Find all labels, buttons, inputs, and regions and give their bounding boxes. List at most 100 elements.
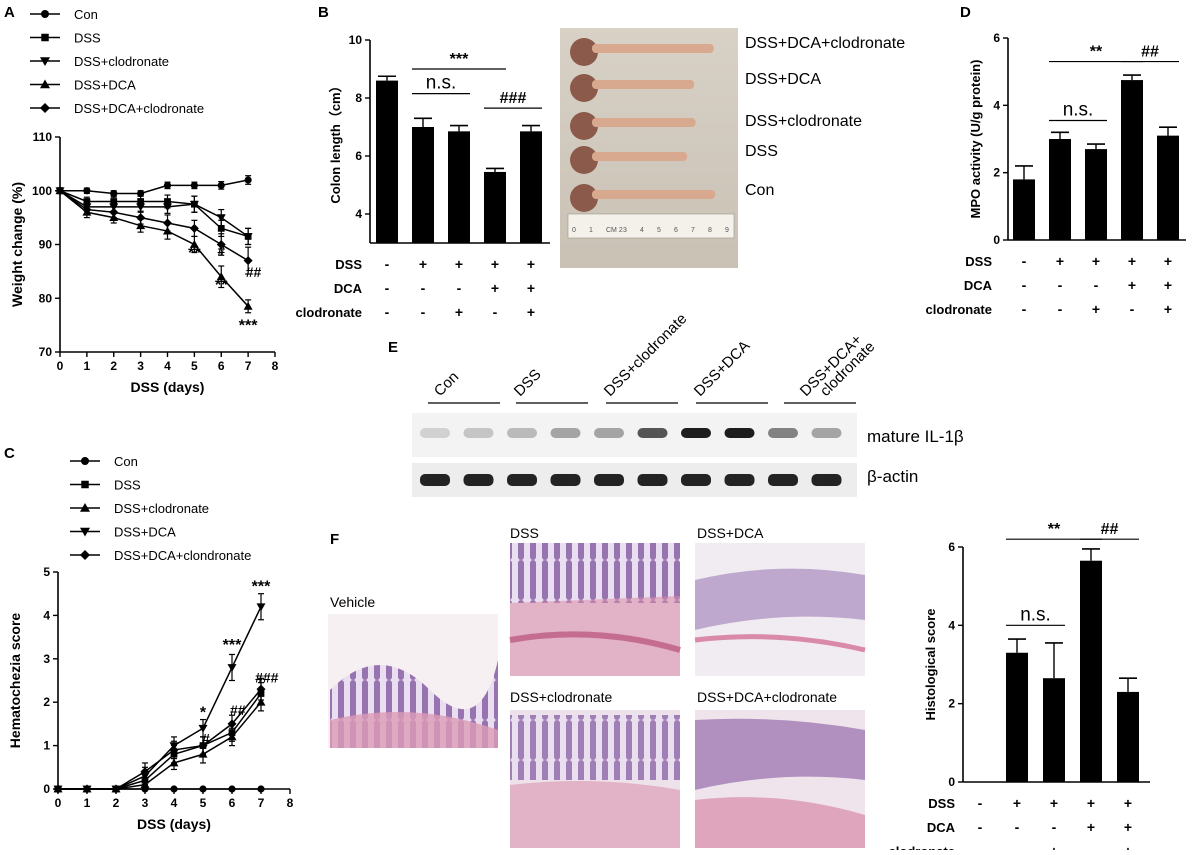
blot-group-label: DSS+DCA bbox=[691, 337, 753, 399]
treatment-sign: - bbox=[1058, 301, 1063, 317]
significance-label: ** bbox=[1048, 521, 1061, 538]
treatment-label-dca: DCA bbox=[964, 278, 993, 293]
treatment-sign: + bbox=[527, 256, 535, 272]
cecum bbox=[570, 74, 598, 102]
colon-tube bbox=[592, 118, 696, 127]
histology-label-dss-clodronate: DSS+clodronate bbox=[510, 689, 613, 705]
data-point bbox=[243, 301, 253, 310]
band-actin bbox=[724, 474, 755, 486]
histology-dss: DSS bbox=[509, 525, 681, 676]
x-tick-label: 5 bbox=[191, 359, 198, 373]
legend-label: DSS+clodronate bbox=[114, 501, 209, 516]
panel-letter-a: A bbox=[4, 4, 15, 21]
y-tick-label: 90 bbox=[39, 238, 53, 252]
y-tick-label: 5 bbox=[43, 565, 50, 579]
treatment-sign: + bbox=[527, 280, 535, 296]
y-axis-label: Colon length（cm） bbox=[328, 79, 343, 203]
y-tick-label: 4 bbox=[355, 207, 362, 221]
chart-a-weight-change: 70 80 90 100 110 0 1 2 3 4 5 6 7 8 DSS (days) Weight ch… bbox=[9, 7, 279, 395]
data-point bbox=[136, 203, 146, 212]
legend-marker bbox=[41, 10, 49, 18]
data-point bbox=[199, 785, 207, 793]
bar-dss bbox=[1049, 131, 1071, 240]
x-tick-label: 0 bbox=[57, 359, 64, 373]
x-tick-label: 8 bbox=[272, 359, 279, 373]
data-point bbox=[227, 732, 237, 741]
y-tick-label: 100 bbox=[32, 184, 52, 198]
panel-letter-d: D bbox=[960, 4, 971, 21]
x-tick-label: 2 bbox=[113, 796, 120, 810]
data-point bbox=[82, 784, 92, 794]
data-point bbox=[257, 785, 265, 793]
band-il1b bbox=[550, 428, 581, 438]
colon-tube bbox=[592, 80, 695, 89]
legend-label: DSS+DCA bbox=[74, 78, 136, 93]
histology-dss-clodronate: DSS+clodronate bbox=[510, 689, 680, 848]
ruler-number: 9 bbox=[725, 227, 729, 234]
bar bbox=[484, 171, 506, 243]
data-point bbox=[243, 233, 253, 241]
bar bbox=[376, 80, 398, 243]
legend-label: DSS+DCA+clondronate bbox=[114, 548, 251, 563]
treatment-sign: + bbox=[1164, 301, 1172, 317]
band-actin bbox=[811, 474, 842, 486]
y-tick-label: 6 bbox=[993, 31, 1000, 45]
y-axis-label: Weight change (%) bbox=[9, 182, 25, 307]
treatment-label-dss: DSS bbox=[965, 254, 992, 269]
legend-label: DSS+DCA+clodronate bbox=[74, 101, 204, 116]
treatment-sign: + bbox=[419, 256, 427, 272]
blot-group-dss-dca-clodronate: DSS+DCA+clodronate bbox=[784, 331, 878, 404]
treatment-sign: + bbox=[1128, 253, 1136, 269]
bar-dss-clodronate bbox=[1085, 143, 1107, 240]
data-point bbox=[111, 784, 121, 794]
blot-group-label: Con bbox=[431, 368, 462, 399]
colon-label-dss-dca: DSS+DCA bbox=[745, 71, 821, 88]
significance-annotation: ## bbox=[246, 264, 262, 280]
data-point bbox=[136, 213, 146, 223]
data-point bbox=[109, 207, 119, 217]
y-axis-label: Histological score bbox=[923, 609, 938, 721]
x-tick-label: 1 bbox=[84, 359, 91, 373]
band-actin bbox=[550, 474, 581, 486]
legend-label: Con bbox=[114, 454, 138, 469]
treatment-sign: - bbox=[1052, 819, 1057, 835]
treatment-sign: + bbox=[1124, 843, 1132, 850]
bar-con bbox=[1013, 165, 1035, 240]
cecum bbox=[570, 112, 598, 140]
western-blot: Con DSS DSS+clodronate DSS+DCA DSS+DCA+clodr… bbox=[412, 310, 964, 497]
significance-annotation: *** bbox=[239, 318, 258, 335]
data-point bbox=[256, 697, 266, 706]
data-point bbox=[216, 214, 226, 223]
treatment-label-dss: DSS bbox=[335, 257, 362, 272]
y-tick-label: 0 bbox=[993, 233, 1000, 247]
y-axis-label: MPO activity (U/g protein) bbox=[968, 60, 983, 219]
x-tick-label: 7 bbox=[245, 359, 252, 373]
legend-item-dss-dca: DSS+DCA bbox=[70, 525, 176, 540]
band-il1b bbox=[637, 428, 668, 438]
blot-label-il1b: mature IL-1β bbox=[867, 427, 964, 446]
data-point bbox=[217, 225, 225, 232]
legend-marker bbox=[80, 527, 90, 537]
y-tick-label: 0 bbox=[43, 782, 50, 796]
blot-group-dss: DSS bbox=[511, 366, 588, 404]
y-tick-label: 6 bbox=[355, 149, 362, 163]
colon-label-dss: DSS bbox=[745, 143, 778, 160]
band-actin bbox=[594, 474, 624, 486]
bar bbox=[1085, 149, 1107, 240]
treatment-sign: - bbox=[1058, 277, 1063, 293]
series-dss-dca bbox=[53, 593, 266, 794]
legend-item-dss-clodronate: DSS+clodronate bbox=[30, 54, 169, 69]
legend-marker bbox=[81, 480, 89, 489]
blot-group-dss-dca: DSS+DCA bbox=[691, 337, 768, 404]
band-actin bbox=[681, 474, 711, 486]
treatment-sign: + bbox=[491, 280, 499, 296]
series-line bbox=[59, 190, 249, 238]
treatment-label-clodronate: clodronate bbox=[889, 844, 955, 850]
data-point bbox=[83, 187, 91, 195]
histology-images: Vehicle DSS DSS+DCA DSS+clodronate DSS+D… bbox=[328, 525, 866, 848]
bar-dss-dca-clodronate bbox=[1117, 677, 1139, 782]
treatment-sign: + bbox=[1128, 277, 1136, 293]
significance-annotation: ** bbox=[188, 245, 201, 262]
data-point bbox=[140, 767, 150, 777]
blot-group-label: DSS bbox=[511, 366, 545, 400]
